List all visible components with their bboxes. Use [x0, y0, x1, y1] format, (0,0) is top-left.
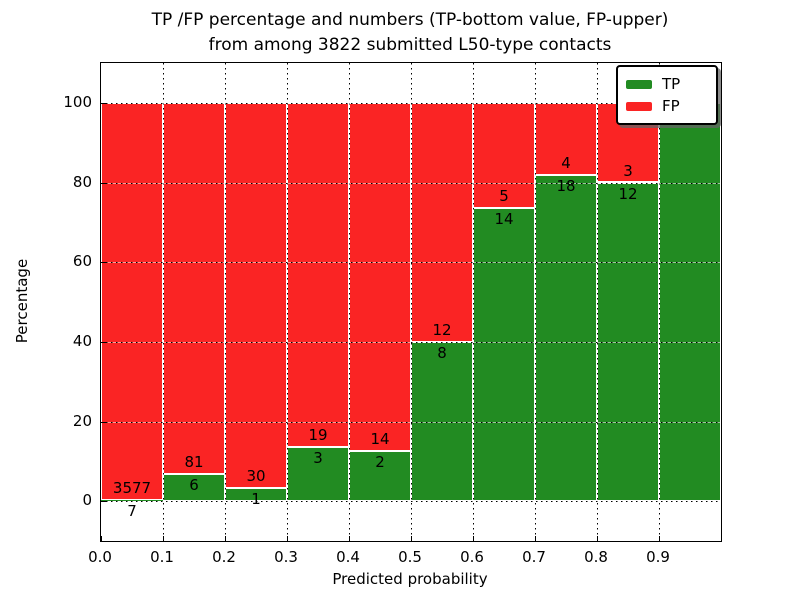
chart-title: TP /FP percentage and numbers (TP-bottom…: [0, 8, 800, 58]
grid-layer: [101, 63, 721, 541]
bar-fp-segment: [163, 102, 225, 474]
x-tick-label: 0.5: [398, 548, 422, 566]
tp-swatch-icon: [626, 79, 652, 89]
fp-count-label: 12: [432, 320, 452, 339]
y-axis-label: Percentage: [13, 258, 31, 344]
bar-tp-segment: [473, 207, 535, 502]
x-tick-label: 0.8: [584, 548, 608, 566]
legend: TP FP: [616, 65, 718, 125]
fp-count-label: 19: [308, 425, 328, 444]
y-tick-label: 0: [82, 491, 92, 510]
x-tick-mark: [659, 536, 660, 541]
x-tick-label: 0.9: [646, 548, 670, 566]
fp-count-label: 30: [246, 467, 266, 486]
legend-item-fp: FP: [626, 95, 708, 117]
gridline-vertical: [535, 63, 536, 541]
bar-fp-segment: [473, 102, 535, 208]
x-tick-label: 0.0: [88, 548, 112, 566]
y-tick-label: 100: [63, 92, 92, 111]
legend-item-tp: TP: [626, 73, 708, 95]
x-tick-label: 0.3: [274, 548, 298, 566]
x-tick-mark: [287, 536, 288, 541]
tp-count-label: 6: [189, 475, 199, 494]
y-tick-mark: [101, 341, 106, 343]
x-tick-mark: [535, 536, 536, 541]
fp-count-label: 4: [561, 154, 571, 173]
gridline-vertical: [473, 63, 474, 541]
x-tick-mark: [597, 536, 598, 541]
x-tick-mark: [163, 536, 164, 541]
bar-tp-segment: [411, 341, 473, 502]
gridline-horizontal: [101, 102, 721, 104]
tp-count-label: 2: [375, 453, 385, 472]
tp-count-label: 7: [127, 502, 137, 521]
x-tick-mark: [349, 536, 350, 541]
tp-count-label: 14: [494, 209, 514, 228]
gridline-vertical: [163, 63, 164, 541]
legend-label-tp: TP: [662, 75, 681, 93]
gridline-vertical: [411, 63, 412, 541]
bar-fp-segment: [101, 102, 163, 501]
legend-label-fp: FP: [662, 97, 680, 115]
gridline-vertical: [597, 63, 598, 541]
gridline-horizontal: [101, 501, 721, 503]
tp-count-label: 1: [251, 490, 261, 509]
x-axis-label: Predicted probability: [332, 570, 488, 588]
fp-count-label: 3577: [112, 479, 152, 498]
chart-title-line2: from among 3822 submitted L50-type conta…: [208, 35, 612, 55]
bar-fp-segment: [287, 102, 349, 447]
bar-tp-segment: [163, 473, 225, 502]
x-tick-label: 0.2: [212, 548, 236, 566]
tp-count-label: 18: [556, 177, 576, 196]
tp-count-label: 3: [313, 448, 323, 467]
gridline-vertical: [225, 63, 226, 541]
gridline-horizontal: [101, 262, 721, 264]
gridline-horizontal: [101, 341, 721, 343]
gridline-vertical: [659, 63, 660, 541]
fp-count-label: 81: [184, 452, 204, 471]
fp-count-label: 14: [370, 430, 390, 449]
y-tick-mark: [101, 182, 106, 184]
x-tick-mark: [411, 536, 412, 541]
x-tick-label: 0.6: [460, 548, 484, 566]
chart-title-line1: TP /FP percentage and numbers (TP-bottom…: [151, 10, 669, 30]
x-tick-label: 0.7: [522, 548, 546, 566]
y-tick-mark: [101, 421, 106, 423]
y-tick-label: 80: [72, 172, 92, 191]
x-tick-mark: [225, 536, 226, 541]
x-tick-label: 0.4: [336, 548, 360, 566]
gridline-horizontal: [101, 182, 721, 184]
y-tick-mark: [101, 102, 106, 104]
gridline-vertical: [287, 63, 288, 541]
tp-count-label: 12: [618, 184, 638, 203]
plot-area: 3577781630119314212851441831206 TP FP: [100, 62, 722, 542]
gridline-horizontal: [101, 421, 721, 423]
fp-count-label: 5: [499, 186, 509, 205]
bar-fp-segment: [225, 102, 287, 489]
y-tick-mark: [101, 262, 106, 264]
fp-count-label: 3: [623, 161, 633, 180]
bars-layer: [101, 63, 721, 541]
bar-tp-segment: [101, 500, 163, 502]
tp-count-label: 8: [437, 343, 447, 362]
y-tick-label: 40: [72, 331, 92, 350]
ticks-layer: [101, 63, 721, 541]
y-tick-label: 60: [72, 252, 92, 271]
bar-fp-segment: [535, 102, 597, 176]
y-tick-mark: [101, 501, 106, 503]
gridline-vertical: [349, 63, 350, 541]
y-tick-label: 20: [72, 411, 92, 430]
x-tick-mark: [101, 536, 102, 541]
x-tick-label: 0.1: [150, 548, 174, 566]
fp-swatch-icon: [626, 101, 652, 111]
x-tick-mark: [473, 536, 474, 541]
